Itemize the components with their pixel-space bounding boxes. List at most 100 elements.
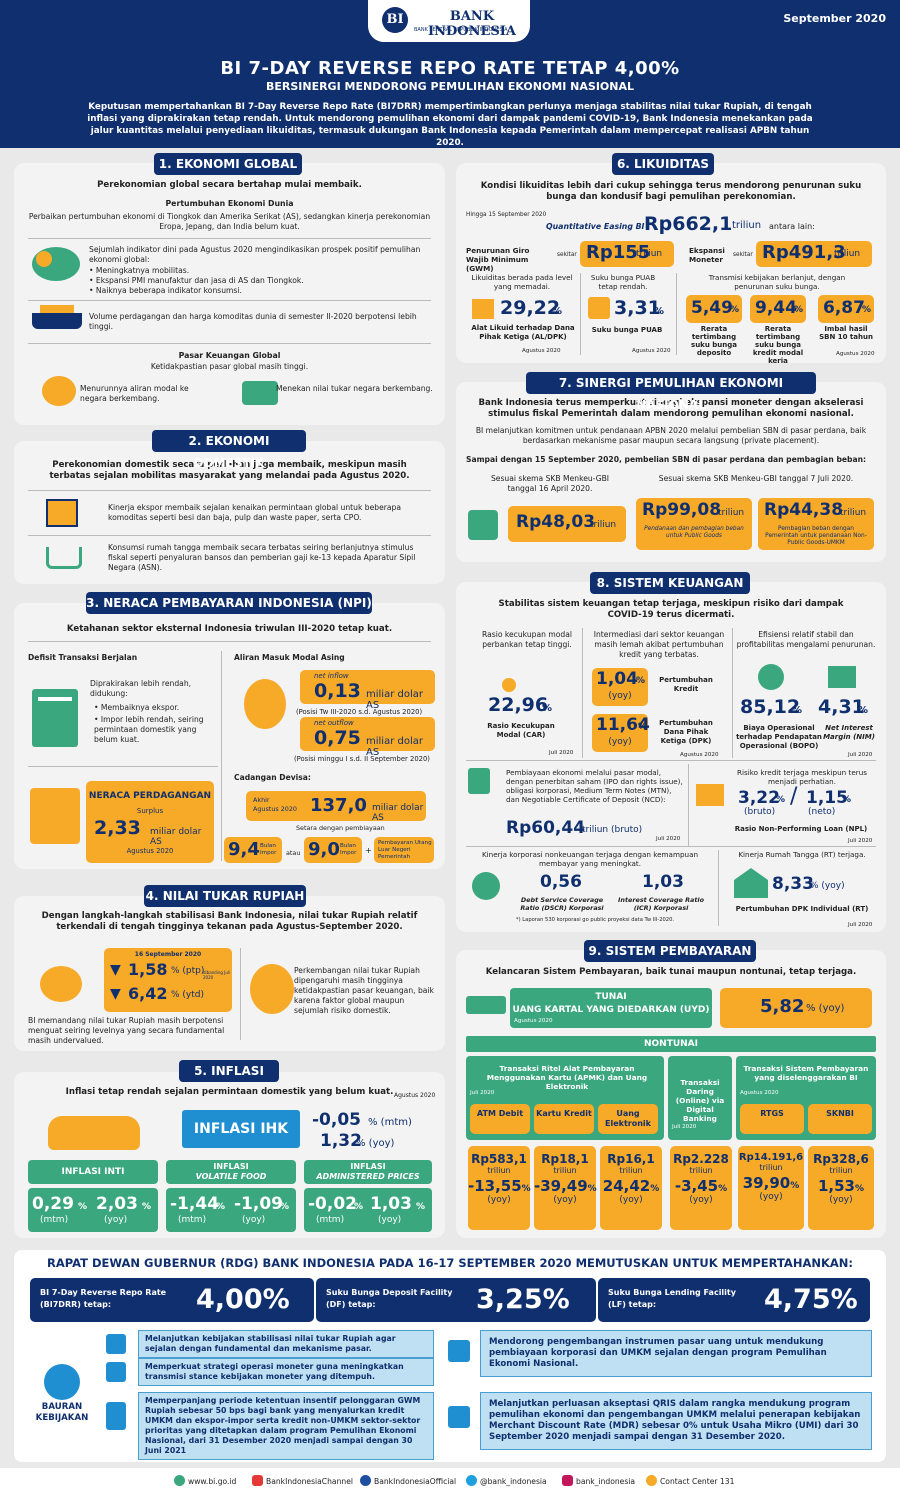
payment-yoy-5: (yoy) — [829, 1195, 853, 1205]
uyd-value-box: 5,82 % (yoy) — [720, 988, 872, 1028]
s8-c2: Intermediasi dari sektor keuangan masih … — [593, 630, 725, 659]
s6-asof: Hingga 15 September 2020 — [466, 212, 547, 218]
s3-h3: Cadangan Devisa: — [234, 773, 311, 782]
inflasi-unit-1: (yoy) — [104, 1215, 128, 1225]
inflasi-value-4: -0,02 — [308, 1194, 357, 1214]
r1-value: 4,00% — [196, 1284, 290, 1315]
payment-growth-pct-2: % — [650, 1184, 660, 1194]
dpk-growth-box: 11,64% (yoy) — [592, 714, 650, 752]
gwm-label: Penurunan Giro Wajib Minimum (GWM) — [466, 246, 530, 273]
aldpk-date: Agustus 2020 — [522, 348, 561, 354]
rt-unit: % (yoy) — [810, 881, 845, 891]
section-title-sistem-keuangan: 8. SISTEM KEUANGAN — [590, 572, 750, 594]
outflow-note: (Posisi minggu I s.d. II September 2020) — [294, 755, 430, 763]
footer-youtube-link[interactable]: BankIndonesiaChannel — [266, 1477, 353, 1486]
car-value: 22,96 — [488, 694, 549, 716]
section-title-ekonomi-global: 1. EKONOMI GLOBAL — [154, 153, 302, 175]
s5-lead: Inflasi tetap rendah sejalan permintaan … — [65, 1087, 394, 1097]
header: BI BANK INDONESIA BANK SENTRAL REPUBLIK … — [0, 0, 900, 148]
s1-p4: Menurunnya aliran modal ke negara berkem… — [80, 384, 189, 403]
rt-value: 8,33 — [772, 874, 814, 894]
facebook-icon — [360, 1475, 371, 1486]
dscr-label: Debt Service Coverage Ratio (DSCR) Korpo… — [520, 896, 604, 912]
section-title-likuiditas: 6. LIKUIDITAS — [612, 153, 714, 175]
s8-c1: Rasio kecukupan modal perbankan tetap ti… — [482, 630, 572, 649]
s1-p1: Perbaikan pertumbuhan ekonomi di Tiongko… — [28, 212, 431, 231]
footer-facebook-link[interactable]: BankIndonesiaOfficial — [374, 1477, 457, 1486]
money-bags-icon — [48, 1116, 140, 1150]
r3-label-a: Suku Bunga Lending Facility — [608, 1288, 736, 1297]
payment-growth-pct-0: % — [521, 1184, 531, 1194]
s7-p1: BI melanjutkan komitmen untuk pendanaan … — [475, 426, 867, 445]
npl-bruto-pct: % — [776, 795, 786, 805]
ihk-yoy: 1,32 — [320, 1131, 362, 1151]
page-title: BI 7-DAY REVERSE REPO RATE TETAP 4,00% — [220, 58, 680, 79]
outflow-box: net outflow 0,75 miliar dolar AS — [300, 717, 435, 758]
footer-twitter-link[interactable]: @bank_indonesia — [480, 1477, 547, 1486]
s7-v1: Rp48,03 — [516, 512, 596, 532]
apmk-date: Juli 2020 — [470, 1090, 495, 1096]
s8-rt: Kinerja Rumah Tangga (RT) terjaga. — [738, 850, 866, 859]
aldpk-pct: % — [552, 306, 563, 317]
kredit-growth-value: 1,04 — [596, 669, 638, 689]
kredit-pct: % — [794, 305, 804, 315]
kredit-growth-label: Pertumbuhan Kredit — [659, 676, 713, 693]
ihk-mtm-unit: % (mtm) — [368, 1117, 412, 1128]
sbn-label: Imbal hasil SBN 10 tahun — [819, 325, 873, 341]
s6-lead: Kondisi likuiditas lebih dari cukup sehi… — [480, 181, 862, 202]
v2-note: Pembayaran Utang Luar Negeri Pemerintah — [378, 840, 432, 860]
payment-unit-1: triliun — [553, 1166, 577, 1175]
puab-label: Suku bunga PUAB — [591, 326, 663, 334]
cadangan-devisa-box: Akhir Agustus 2020 137,0 miliar dolar AS — [246, 791, 426, 823]
kebijakan-2: Memperkuat strategi operasi moneter guna… — [138, 1358, 434, 1386]
payment-unit-4: triliun — [759, 1163, 783, 1172]
inflasi-value-3: -1,09 — [234, 1194, 283, 1214]
uyd-unit: % (yoy) — [806, 1003, 845, 1014]
panel-sistem-keuangan: Stabilitas sistem keuangan tetap terjaga… — [456, 582, 886, 932]
import-months-box-1: 9,4 Bulan Impor — [224, 837, 282, 863]
target-icon — [44, 1364, 80, 1400]
web-icon — [174, 1475, 185, 1486]
r2-value: 3,25% — [476, 1284, 570, 1315]
kredit-value: 9,44 — [755, 298, 797, 318]
payment-type-4: RTGS — [740, 1104, 804, 1134]
np-sub: Surplus — [136, 807, 164, 815]
tunai-label: TUNAI — [595, 992, 627, 1002]
s6-l2: Suku bunga PUAB tetap rendah. — [590, 273, 656, 291]
sbn-box-3: Rp44,38 triliun Pembagian beban dengan Pem… — [758, 498, 874, 550]
gear-icon — [758, 664, 784, 690]
s7-n2: Pendanaan dan pembagian beban untuk Publ… — [644, 526, 744, 539]
payment-unit-2: triliun — [619, 1166, 643, 1175]
s9-lead: Kelancaran Sistem Pembayaran, baik tunai… — [485, 967, 857, 977]
bank-indonesia-logo[interactable]: BI BANK INDONESIA BANK SENTRAL REPUBLIK … — [368, 0, 530, 42]
icr-label: Interest Coverage Ratio (ICR) Korporasi — [618, 896, 704, 912]
panel-nilai-tukar: Dengan langkah-langkah stabilisasi Bank … — [14, 896, 445, 1051]
footer-instagram-link[interactable]: bank_indonesia — [576, 1477, 636, 1486]
inflasi-unit-4: (mtm) — [316, 1215, 345, 1225]
payment-growth-0: -13,55 — [468, 1177, 522, 1195]
payment-value-box-4: Rp14.191,6 triliun 39,90% (yoy) — [738, 1146, 804, 1230]
kredit-growth-yoy: (yoy) — [608, 691, 632, 701]
s2-lead: Perekonomian domestik secara perlahan ju… — [49, 460, 410, 481]
r2-label-a: Suku Bunga Deposit Facility — [326, 1288, 453, 1297]
inflow-unit: miliar dolar AS — [366, 689, 423, 711]
payment-unit-5: triliun — [829, 1166, 853, 1175]
inflasi-unit-3: (yoy) — [242, 1215, 266, 1225]
inflasi-value-0: 0,29 — [32, 1194, 74, 1214]
section-title-nilai-tukar: 4. NILAI TUKAR RUPIAH — [144, 885, 306, 907]
bar-chart-icon — [472, 299, 494, 319]
npl-label: Rasio Non-Performing Loan (NPL) — [734, 825, 868, 833]
section-title-sistem-pembayaran: 9. SISTEM PEMBAYARAN — [584, 940, 756, 962]
bauran-label: BAURAN KEBIJAKAN — [35, 1402, 89, 1423]
payment-amount-0: Rp583,1 — [471, 1152, 527, 1166]
footer-web-link[interactable]: www.bi.go.id — [188, 1477, 237, 1486]
payment-yoy-2: (yoy) — [619, 1195, 643, 1205]
panel-ekonomi-domestik: Perekonomian domestik secara perlahan ju… — [14, 441, 445, 584]
s7-k2: Sesuai skema SKB Menkeu-GBI tanggal 7 Ju… — [658, 474, 854, 483]
footer-contact-center[interactable]: Contact Center 131 — [660, 1477, 735, 1486]
inflasi-value-2: -1,44 — [170, 1194, 219, 1214]
payment-yoy-4: (yoy) — [759, 1192, 783, 1202]
building-icon — [106, 1402, 126, 1430]
car-date: Juli 2020 — [549, 750, 574, 756]
sbn-box-2: Rp99,08 triliun Pendanaan dan pembagian be… — [636, 498, 752, 550]
